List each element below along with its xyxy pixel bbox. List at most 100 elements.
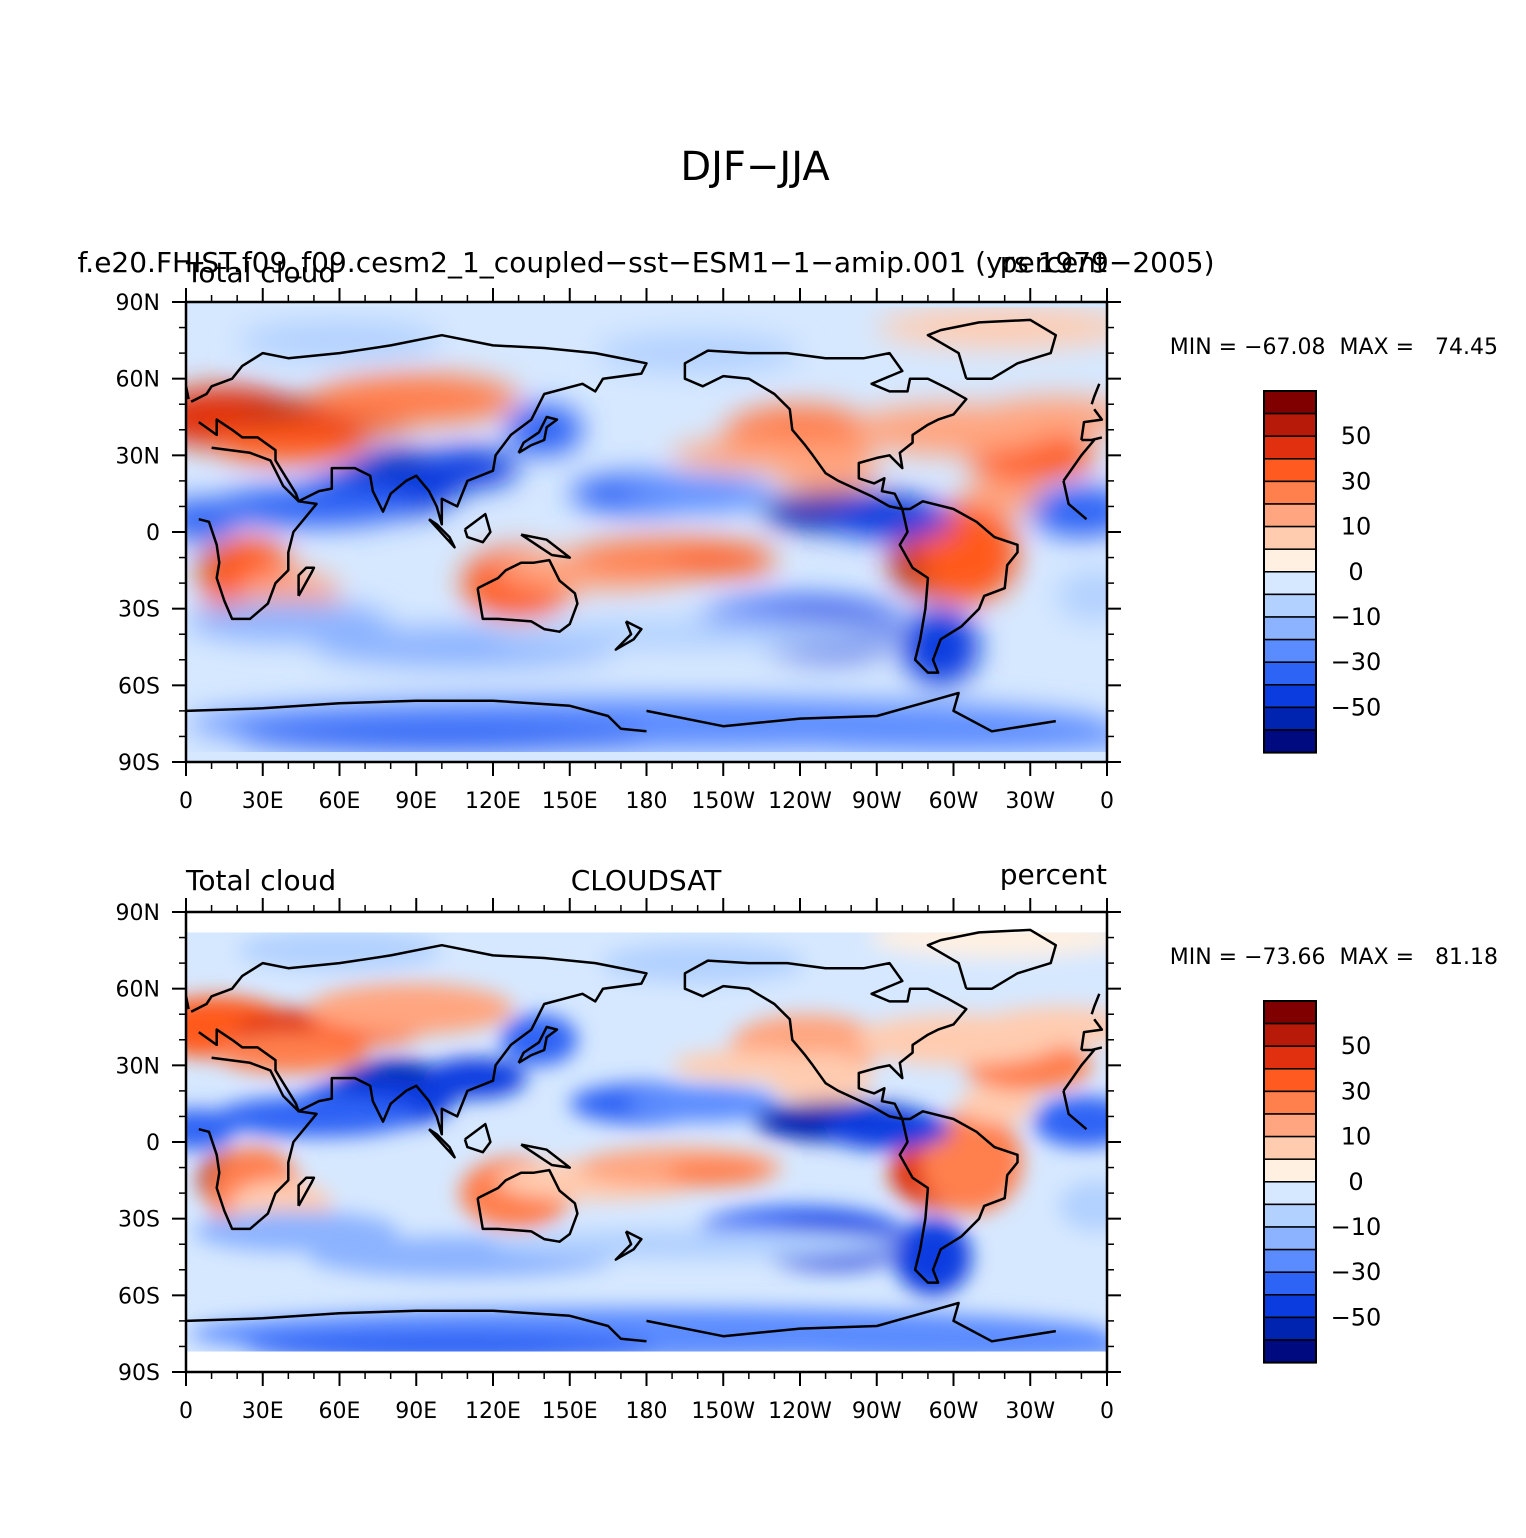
y-tick-label: 90S bbox=[118, 1361, 160, 1386]
anomaly-blob bbox=[237, 721, 647, 752]
colorbar-box bbox=[1263, 503, 1317, 528]
anomaly-blob bbox=[666, 1159, 770, 1186]
coastline bbox=[1062, 1090, 1088, 1131]
x-tick-label: 60E bbox=[319, 789, 361, 814]
anomaly-blob bbox=[237, 319, 442, 361]
panel-model-field bbox=[186, 302, 1107, 762]
colorbar-label: 30 bbox=[1341, 467, 1372, 495]
anomaly-blob bbox=[672, 549, 775, 576]
x-tick-label: 30E bbox=[242, 789, 284, 814]
colorbar-box bbox=[1263, 661, 1317, 686]
panel-obs-axes: 0 30E 60E 90E 120E 150E 180 150W 120W 90W 60W 30W 09… bbox=[116, 898, 1121, 1424]
coastline bbox=[428, 1128, 456, 1159]
coastline bbox=[1080, 1018, 1104, 1051]
colorbar-box bbox=[1263, 638, 1317, 663]
coastline bbox=[476, 1168, 579, 1243]
coastline bbox=[683, 959, 968, 1121]
anomaly-blob bbox=[1058, 1180, 1107, 1232]
x-tick-label: 90E bbox=[395, 789, 437, 814]
coastline bbox=[190, 943, 648, 1136]
y-tick-label: 60N bbox=[116, 368, 160, 393]
colorbar-box bbox=[1263, 548, 1317, 573]
anomaly-blob bbox=[493, 618, 903, 650]
colorbar-box bbox=[1263, 571, 1317, 596]
coastline bbox=[614, 620, 643, 651]
anomaly-blob bbox=[672, 440, 826, 471]
colorbar-box bbox=[1263, 1022, 1317, 1047]
x-tick-label: 150W bbox=[691, 789, 755, 814]
anomaly-blob bbox=[193, 1211, 399, 1252]
x-tick-label: 120W bbox=[768, 1399, 832, 1424]
colorbar-box bbox=[1263, 1068, 1317, 1093]
colorbar-box bbox=[1263, 412, 1317, 437]
colorbar-label: 50 bbox=[1341, 422, 1372, 450]
coastline bbox=[463, 1122, 492, 1154]
coastline bbox=[1062, 480, 1088, 521]
colorbar-label: 0 bbox=[1348, 1168, 1363, 1196]
panel-model-center-title: f.e20.FHIST.f09_f09.cesm2_1_coupled−sst−… bbox=[77, 246, 1214, 279]
anomaly-blob bbox=[186, 498, 238, 540]
colorbar-box bbox=[1263, 480, 1317, 505]
anomaly-blob bbox=[1055, 570, 1107, 622]
y-tick-label: 60S bbox=[118, 674, 160, 699]
anomaly-blob bbox=[966, 473, 1044, 515]
y-tick-label: 30S bbox=[118, 598, 160, 623]
colorbar-label: −50 bbox=[1331, 1303, 1382, 1331]
anomaly-blob bbox=[313, 373, 519, 425]
anomaly-blob bbox=[851, 404, 1056, 456]
coastline bbox=[646, 691, 1056, 733]
colorbar-box bbox=[1263, 729, 1317, 754]
anomaly-blob bbox=[894, 1218, 972, 1296]
colorbar-box bbox=[1263, 1248, 1317, 1273]
colorbar-frame bbox=[1263, 1000, 1317, 1364]
anomaly-blob bbox=[1032, 1096, 1107, 1148]
colorbar-label: −30 bbox=[1331, 648, 1382, 676]
coastline bbox=[1081, 1046, 1103, 1052]
y-tick-label: 90N bbox=[116, 291, 160, 316]
coastline bbox=[898, 1110, 1019, 1284]
colorbar-box bbox=[1263, 1113, 1317, 1138]
anomaly-blob bbox=[856, 1014, 1061, 1066]
x-tick-label: 120E bbox=[465, 789, 521, 814]
anomaly-blob bbox=[823, 1108, 951, 1150]
colorbar-box bbox=[1263, 458, 1317, 483]
x-tick-label: 120W bbox=[768, 789, 832, 814]
colorbar-box bbox=[1263, 435, 1317, 460]
x-tick-label: 30W bbox=[1005, 789, 1055, 814]
anomaly-blob bbox=[958, 1083, 1036, 1125]
y-tick-label: 30N bbox=[116, 1054, 160, 1079]
colorbar-box bbox=[1263, 1294, 1317, 1319]
panel-model: Total cloud f.e20.FHIST.f09_f09.cesm2_1_… bbox=[77, 246, 1498, 814]
colorbar-label: −10 bbox=[1331, 1213, 1382, 1241]
anomaly-blob bbox=[416, 447, 519, 489]
coastline bbox=[614, 1230, 643, 1261]
colorbar-label: 30 bbox=[1341, 1077, 1372, 1105]
colorbar-label: −10 bbox=[1331, 603, 1382, 631]
anomaly-blob bbox=[186, 1108, 235, 1150]
colorbar-box bbox=[1263, 1181, 1317, 1206]
coastline bbox=[520, 1143, 572, 1169]
x-tick-label: 0 bbox=[1100, 1399, 1114, 1424]
panel-model-right-title: percent bbox=[1000, 246, 1107, 279]
anomaly-blob bbox=[423, 1057, 527, 1099]
x-tick-label: 0 bbox=[179, 1399, 193, 1424]
panel-obs-left-title: Total cloud bbox=[185, 864, 336, 897]
x-tick-label: 120E bbox=[465, 1399, 521, 1424]
anomaly-blob bbox=[672, 1050, 826, 1081]
anomaly-blob bbox=[490, 1228, 900, 1260]
y-tick-label: 60S bbox=[118, 1284, 160, 1309]
coastline bbox=[198, 1056, 318, 1231]
colorbar-box bbox=[1263, 1000, 1317, 1025]
coastline bbox=[517, 1025, 559, 1064]
colorbar-box bbox=[1263, 1316, 1317, 1341]
coastline bbox=[463, 512, 492, 544]
colorbar-label: 0 bbox=[1348, 558, 1363, 586]
colorbar-label: −50 bbox=[1331, 693, 1382, 721]
colorbar-box bbox=[1263, 390, 1317, 415]
coastline bbox=[190, 333, 648, 526]
coastline bbox=[926, 928, 1058, 990]
anomaly-blobs bbox=[186, 932, 1107, 1352]
x-tick-label: 150W bbox=[691, 1399, 755, 1424]
coastline bbox=[476, 558, 579, 633]
